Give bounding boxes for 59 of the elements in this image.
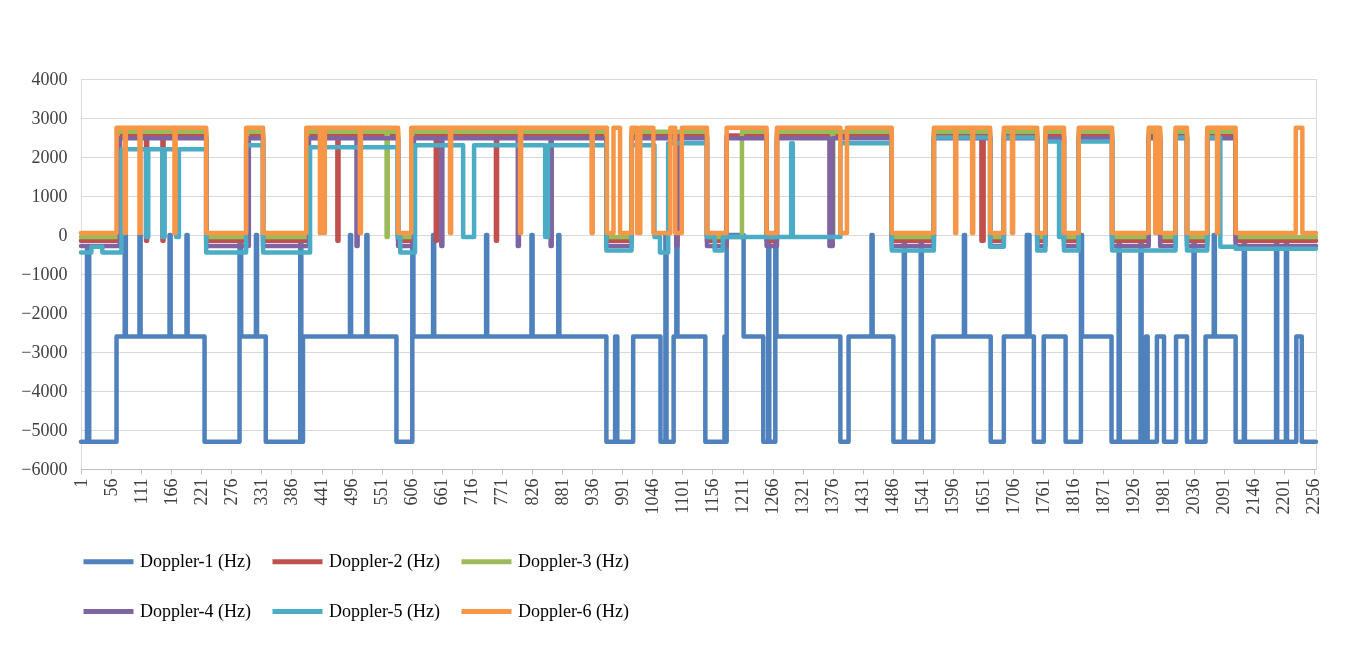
legend-label: Doppler-3 (Hz) [518, 550, 630, 572]
x-tick-label: 166 [160, 478, 181, 506]
x-tick-label: 56 [100, 478, 121, 497]
x-tick-label: 496 [341, 478, 362, 506]
x-tick-label: 716 [461, 478, 482, 506]
x-tick-label: 386 [280, 478, 301, 506]
x-tick-label: 661 [431, 478, 452, 506]
legend-label: Doppler-2 (Hz) [329, 550, 441, 572]
x-tick-label: 1816 [1062, 478, 1083, 515]
x-tick-label: 331 [250, 478, 271, 506]
x-tick-label: 1926 [1122, 478, 1143, 515]
x-tick-label: 1 [70, 478, 91, 488]
x-tick-label: 1871 [1092, 478, 1113, 515]
x-tick-label: 1981 [1152, 478, 1173, 515]
x-tick-label: 2146 [1243, 478, 1264, 515]
x-tick-label: 1486 [882, 478, 903, 515]
y-tick-label: −4000 [21, 380, 68, 401]
x-tick-label: 111 [130, 478, 151, 505]
x-tick-label: 1321 [792, 478, 813, 515]
x-tick-label: 1541 [912, 478, 933, 515]
x-tick-label: 991 [611, 478, 632, 506]
y-tick-label: −1000 [21, 263, 68, 284]
y-tick-label: −3000 [21, 341, 68, 362]
x-tick-label: 1156 [701, 478, 722, 514]
y-tick-label: 3000 [31, 107, 68, 128]
x-tick-label: 1596 [942, 478, 963, 515]
legend-label: Doppler-4 (Hz) [140, 600, 252, 622]
x-tick-label: 221 [190, 478, 211, 506]
y-tick-label: 4000 [31, 68, 68, 89]
y-tick-label: −6000 [21, 458, 68, 479]
legend-label: Doppler-5 (Hz) [329, 600, 441, 622]
x-tick-label: 1376 [822, 478, 843, 515]
y-tick-label: −2000 [21, 302, 68, 323]
x-tick-label: 771 [491, 478, 512, 506]
y-tick-label: 2000 [31, 146, 68, 167]
x-tick-label: 1431 [852, 478, 873, 515]
x-tick-label: 1101 [671, 478, 692, 514]
x-tick-label: 881 [551, 478, 572, 506]
x-tick-label: 276 [220, 478, 241, 506]
x-tick-label: 1706 [1002, 478, 1023, 515]
x-tick-label: 936 [581, 478, 602, 506]
x-tick-label: 2091 [1213, 478, 1234, 515]
legend-label: Doppler-6 (Hz) [518, 600, 630, 622]
x-tick-label: 2256 [1303, 478, 1324, 515]
x-tick-label: 606 [401, 478, 422, 506]
x-tick-label: 1651 [972, 478, 993, 515]
x-tick-label: 1266 [762, 478, 783, 515]
x-tick-label: 1761 [1032, 478, 1053, 515]
x-tick-label: 2201 [1273, 478, 1294, 515]
x-tick-label: 826 [521, 478, 542, 506]
x-tick-label: 2036 [1183, 478, 1204, 515]
legend-label: Doppler-1 (Hz) [140, 550, 252, 572]
y-tick-label: −5000 [21, 419, 68, 440]
y-tick-label: 0 [58, 224, 68, 245]
x-tick-label: 441 [311, 478, 332, 506]
x-tick-label: 551 [371, 478, 392, 506]
y-tick-label: 1000 [31, 185, 68, 206]
x-tick-label: 1046 [641, 478, 662, 515]
x-tick-label: 1211 [732, 478, 753, 514]
